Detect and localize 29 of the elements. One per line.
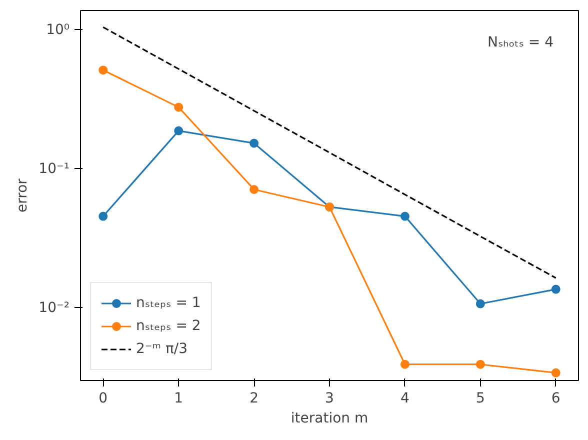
point xyxy=(250,138,259,148)
x-tick-label: 5 xyxy=(476,390,485,406)
line-series xyxy=(102,26,557,279)
point xyxy=(98,212,108,221)
x-axis-title: iteration m xyxy=(290,410,368,426)
x-tick-label: 0 xyxy=(98,390,108,406)
x-tick-label: 6 xyxy=(551,390,560,406)
point xyxy=(476,360,485,369)
point xyxy=(400,360,410,369)
annotation: Nₛₕₒₜₛ = 4 xyxy=(487,34,554,50)
y-tick-label: 10⁰ xyxy=(46,22,70,38)
point xyxy=(98,66,108,75)
legend-label: nₛₜₑₚₛ = 1 xyxy=(136,295,201,311)
y-tick-label: 10⁻² xyxy=(38,300,70,316)
y-tick-label: 10⁻¹ xyxy=(38,160,70,177)
x-tick-label: 4 xyxy=(400,390,410,406)
point xyxy=(174,126,184,136)
legend-label: nₛₜₑₚₛ = 2 xyxy=(136,318,201,334)
x-tick-label: 2 xyxy=(250,390,259,406)
x-tick-label: 1 xyxy=(174,390,184,406)
point xyxy=(174,102,184,112)
point xyxy=(551,284,560,294)
legend-label: 2⁻ᵐ π/3 xyxy=(136,341,188,357)
point xyxy=(250,184,259,194)
x-tick-label: 3 xyxy=(325,390,334,406)
point xyxy=(400,212,410,221)
y-axis-title: error xyxy=(14,178,31,212)
point xyxy=(551,368,560,378)
point xyxy=(476,299,485,308)
